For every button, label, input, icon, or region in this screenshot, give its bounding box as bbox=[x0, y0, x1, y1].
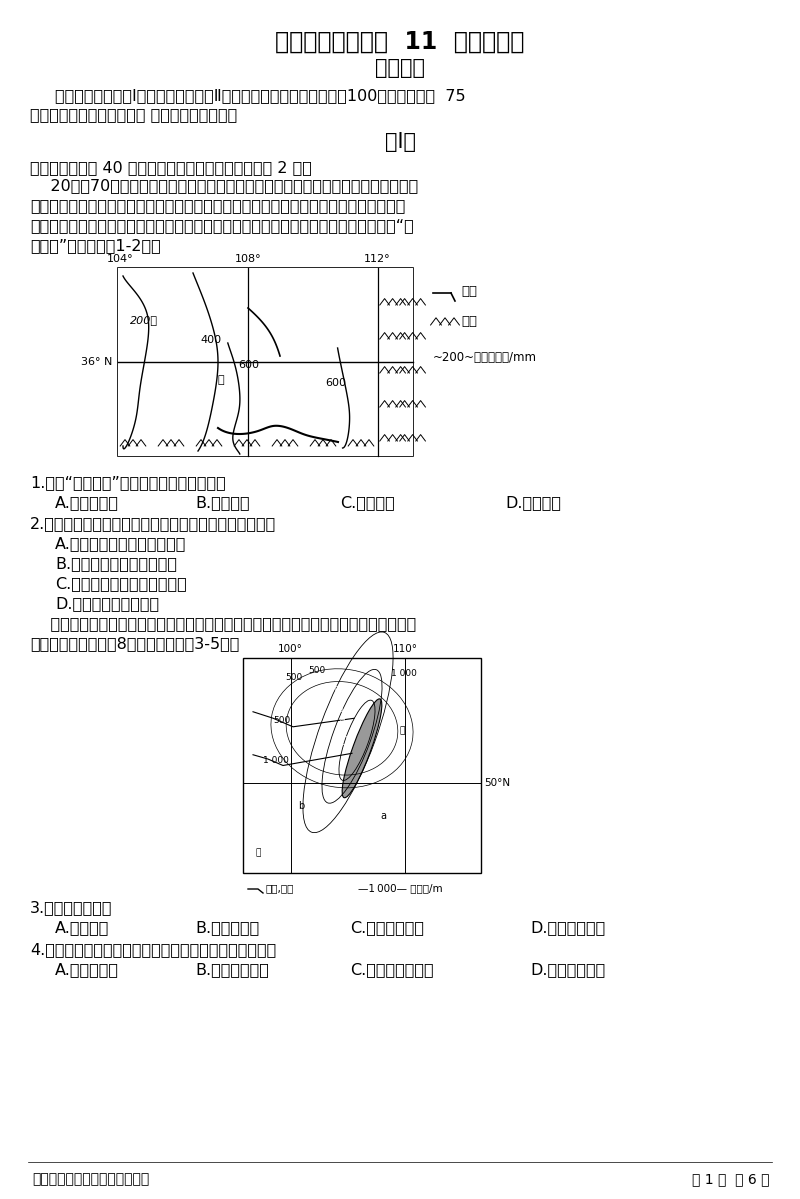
Text: 底沉积物巨厚，可达8千米。据此完成3-5题。: 底沉积物巨厚，可达8千米。据此完成3-5题。 bbox=[30, 635, 239, 651]
Text: 贝加尔湖（下图图示）是世界上最深的湖泊，监测表明湖水深度还在加大。贝加尔湖湖: 贝加尔湖（下图图示）是世界上最深的湖泊，监测表明湖水深度还在加大。贝加尔湖湖 bbox=[30, 616, 416, 631]
Bar bbox=[118, 269, 413, 456]
Bar bbox=[243, 658, 481, 873]
Text: 湖: 湖 bbox=[342, 736, 346, 746]
Text: 4.贝加尔湖湖底沉积物巨厚，且湖水深度还在加大，说明: 4.贝加尔湖湖底沉积物巨厚，且湖水深度还在加大，说明 bbox=[30, 942, 276, 957]
Text: 甲: 甲 bbox=[218, 375, 225, 385]
Text: 尔: 尔 bbox=[339, 719, 345, 728]
Text: —1 000— 等高线/m: —1 000— 等高线/m bbox=[358, 882, 442, 893]
Text: A.湖盆在加深: A.湖盆在加深 bbox=[55, 962, 119, 977]
Text: 老头树”。据此完成1-2题。: 老头树”。据此完成1-2题。 bbox=[30, 237, 161, 253]
Text: 500: 500 bbox=[308, 665, 326, 675]
Text: B.影响林下草本植物的生长: B.影响林下草本植物的生长 bbox=[55, 556, 177, 571]
Text: D.导致区域环境更干燥: D.导致区域环境更干燥 bbox=[55, 596, 159, 611]
Text: 说明：本试卷分第Ⅰ卷（选择题）和第Ⅱ卷（非选择题）两部分。满分100分，考试时间  75: 说明：本试卷分第Ⅰ卷（选择题）和第Ⅱ卷（非选择题）两部分。满分100分，考试时间… bbox=[55, 88, 466, 103]
Text: 分钟。答案写在答题卡上， 交卷时只交答题卡。: 分钟。答案写在答题卡上， 交卷时只交答题卡。 bbox=[30, 107, 238, 122]
Text: 20世纪70年代以来，我国对下图所示区域的水土流失进行了大规模治理，重点实施: 20世纪70年代以来，我国对下图所示区域的水土流失进行了大规模治理，重点实施 bbox=[30, 177, 418, 193]
Text: A.导致该地区水土流失更严重: A.导致该地区水土流失更严重 bbox=[55, 536, 186, 552]
Text: D.滑坡阻断河流: D.滑坡阻断河流 bbox=[530, 920, 606, 935]
Text: 的人工连片种植的树木普遍生长不良，树干弯曲，根基不稳，枝叶稀疏，被当地人称为“小: 的人工连片种植的树木普遍生长不良，树干弯曲，根基不稳，枝叶稀疏，被当地人称为“小 bbox=[30, 218, 414, 233]
Text: 400: 400 bbox=[200, 335, 221, 345]
Text: 50°N: 50°N bbox=[484, 778, 510, 788]
Text: 河流: 河流 bbox=[461, 284, 477, 297]
Text: B.降水量少: B.降水量少 bbox=[195, 495, 250, 510]
Text: 贝: 贝 bbox=[334, 686, 340, 695]
Text: a: a bbox=[380, 812, 386, 821]
Text: 112°: 112° bbox=[364, 254, 391, 264]
Text: A.昼夜温差大: A.昼夜温差大 bbox=[55, 495, 119, 510]
Text: 500: 500 bbox=[285, 673, 302, 682]
Text: A.河流改道: A.河流改道 bbox=[55, 920, 110, 935]
Text: 加: 加 bbox=[338, 704, 342, 712]
Text: 高三地理: 高三地理 bbox=[375, 58, 425, 78]
Text: b: b bbox=[298, 801, 304, 811]
Text: 第Ⅰ卷: 第Ⅰ卷 bbox=[385, 132, 415, 152]
Bar bbox=[118, 269, 413, 456]
Text: 巴: 巴 bbox=[400, 727, 406, 735]
Text: C.热量不足: C.热量不足 bbox=[340, 495, 394, 510]
Text: 兰州一中高三年级  11  月月考试卷: 兰州一中高三年级 11 月月考试卷 bbox=[275, 30, 525, 54]
Text: 110°: 110° bbox=[392, 644, 418, 653]
Text: 第 1 页  共 6 页: 第 1 页 共 6 页 bbox=[693, 1171, 770, 1186]
Text: 600: 600 bbox=[326, 378, 346, 388]
Text: C.地壳断陷集水: C.地壳断陷集水 bbox=[350, 920, 424, 935]
Text: C.湖区降水量加大: C.湖区降水量加大 bbox=[350, 962, 434, 977]
Text: D.入湖泥沙增多: D.入湖泥沙增多 bbox=[530, 962, 606, 977]
Text: 山脉: 山脉 bbox=[461, 314, 477, 327]
Text: 100°: 100° bbox=[278, 644, 303, 653]
Text: 河流,湖泊: 河流,湖泊 bbox=[265, 882, 294, 893]
Text: 2.乙区域连片种植树木会影响当地生态环境，不正确的是: 2.乙区域连片种植树木会影响当地生态环境，不正确的是 bbox=[30, 516, 276, 531]
Text: 3.贝加尔湖形成于: 3.贝加尔湖形成于 bbox=[30, 900, 113, 915]
Text: 色: 色 bbox=[255, 848, 260, 857]
Text: 36° N: 36° N bbox=[81, 357, 112, 367]
Text: 200乙: 200乙 bbox=[130, 315, 158, 325]
Text: 兰州一中高三年级诊断考试试卷: 兰州一中高三年级诊断考试试卷 bbox=[32, 1171, 150, 1186]
Text: 500: 500 bbox=[273, 716, 290, 725]
Text: 一、选择题（共 40 分，每题只有一个正确答案，每题 2 分）: 一、选择题（共 40 分，每题只有一个正确答案，每题 2 分） bbox=[30, 159, 312, 175]
Text: 了退耕还林（草）等生物治理措施。但是出现了甲地区的林草植被得到较好恢复；乙地区: 了退耕还林（草）等生物治理措施。但是出现了甲地区的林草植被得到较好恢复；乙地区 bbox=[30, 198, 406, 213]
Text: B.入湖径流增多: B.入湖径流增多 bbox=[195, 962, 269, 977]
Ellipse shape bbox=[342, 699, 382, 797]
Text: D.土质疏松: D.土质疏松 bbox=[505, 495, 561, 510]
Text: B.火山口集水: B.火山口集水 bbox=[195, 920, 259, 935]
Text: 1 000: 1 000 bbox=[391, 669, 417, 677]
Text: ~200~等降水量线/mm: ~200~等降水量线/mm bbox=[433, 350, 537, 363]
Text: C.不利于当地自然植被的恢复: C.不利于当地自然植被的恢复 bbox=[55, 576, 186, 591]
Text: 104°: 104° bbox=[106, 254, 134, 264]
Text: 1.这种“小老头树”反映了当地的气候特点是: 1.这种“小老头树”反映了当地的气候特点是 bbox=[30, 475, 226, 490]
Text: 600: 600 bbox=[238, 360, 259, 370]
Text: 1 000: 1 000 bbox=[263, 757, 289, 765]
Text: 108°: 108° bbox=[234, 254, 261, 264]
